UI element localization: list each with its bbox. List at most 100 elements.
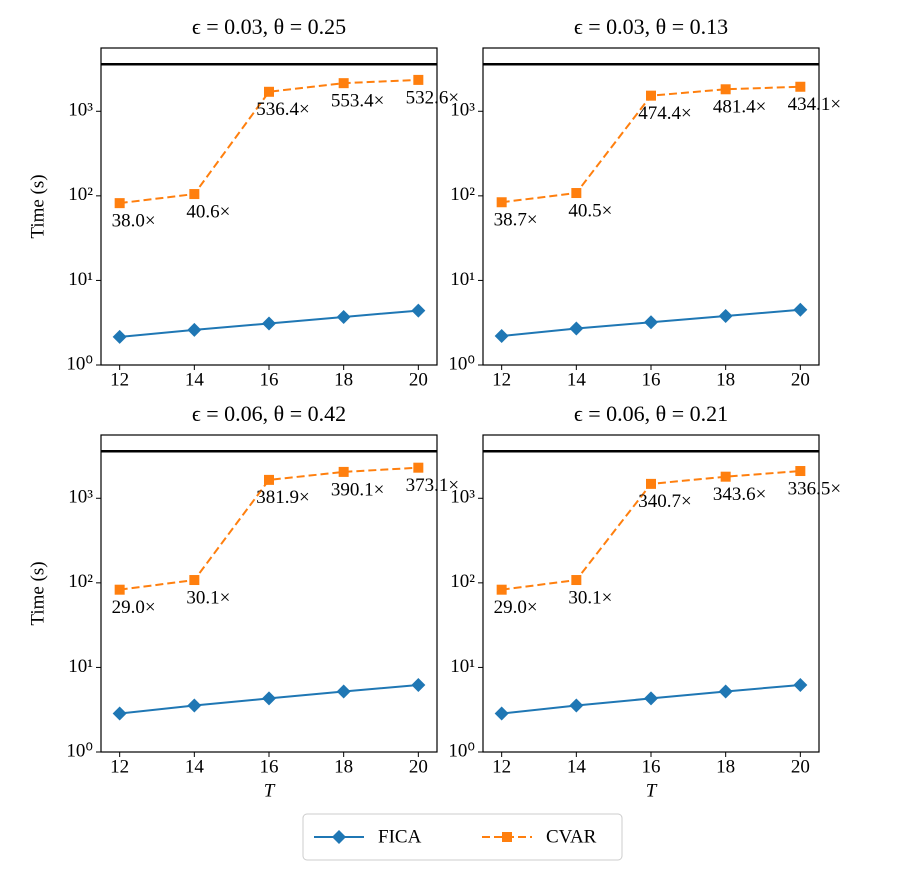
data-point [496,197,507,208]
y-tick-label: 10³ [450,100,475,121]
x-tick-label: 16 [642,756,661,777]
panel-title: ϵ = 0.06, θ = 0.42 [192,401,346,426]
data-point [411,303,426,318]
y-tick-label: 10³ [68,100,93,121]
x-axis-label: T [264,780,276,801]
ratio-annotation: 29.0× [112,597,156,618]
x-tick-label: 14 [567,369,587,390]
legend-label: CVAR [546,826,597,847]
data-point [494,706,509,721]
x-axis-label: T [646,780,658,801]
panel-title: ϵ = 0.03, θ = 0.13 [574,14,728,39]
ratio-annotation: 390.1× [331,479,384,500]
data-point [571,188,582,199]
series-line [119,466,419,591]
x-tick-label: 20 [409,369,428,390]
legend-marker [502,832,512,842]
axes-frame [100,434,438,753]
y-tick-label: 10⁰ [66,740,93,761]
legend-box [302,813,623,861]
data-point [720,471,731,482]
x-tick-label: 16 [642,369,661,390]
data-point [112,329,127,344]
x-tick-label: 18 [716,369,735,390]
data-point [494,329,509,344]
data-point [187,322,202,337]
data-point [413,74,424,85]
x-tick-label: 14 [567,756,587,777]
data-point [795,466,806,477]
panel-title: ϵ = 0.06, θ = 0.21 [574,401,728,426]
data-point [569,321,584,336]
ratio-annotation: 40.5× [568,200,612,221]
ratio-annotation: 336.5× [788,478,841,499]
x-tick-label: 16 [260,369,279,390]
data-point [264,86,274,97]
data-point [569,698,584,713]
data-point [644,691,658,706]
data-point [112,706,127,721]
y-tick-label: 10⁰ [448,353,475,374]
y-axis-label: Time (s) [27,561,48,625]
x-tick-label: 14 [185,369,205,390]
data-point [264,474,274,485]
axes-frame [482,434,820,753]
ratio-annotation: 29.0× [494,597,538,618]
data-point [571,575,582,586]
data-point [718,308,733,323]
data-point [720,84,731,95]
y-tick-label: 10² [450,184,475,205]
x-tick-label: 18 [716,756,735,777]
series-line [119,78,419,205]
x-tick-label: 20 [409,756,428,777]
x-tick-label: 20 [791,369,810,390]
ratio-annotation: 373.1× [406,475,459,496]
data-point [262,316,276,331]
ratio-annotation: 38.7× [494,210,538,231]
ratio-annotation: 481.4× [713,97,766,118]
data-point [718,684,733,699]
data-point [336,309,351,324]
y-tick-label: 10² [68,184,93,205]
data-point [644,315,658,330]
data-point [793,302,808,317]
data-point [187,698,202,713]
ratio-annotation: 340.7× [638,491,691,512]
ratio-annotation: 532.6× [406,87,459,108]
panel-title: ϵ = 0.03, θ = 0.25 [192,14,346,39]
legend-marker [332,830,346,844]
y-tick-label: 10³ [450,487,475,508]
x-tick-label: 14 [185,756,205,777]
ratio-annotation: 553.4× [331,91,384,112]
data-point [411,677,426,692]
x-tick-label: 12 [492,756,511,777]
data-point [262,691,276,706]
axes-frame [482,47,820,366]
ratio-annotation: 474.4× [638,103,691,124]
x-tick-label: 12 [110,756,129,777]
y-axis-label: Time (s) [27,174,48,238]
y-tick-label: 10⁰ [448,740,475,761]
y-tick-label: 10¹ [450,269,475,290]
x-tick-label: 20 [791,756,810,777]
data-point [795,81,806,92]
x-tick-label: 18 [334,369,353,390]
y-tick-label: 10³ [68,487,93,508]
ratio-annotation: 38.0× [112,211,156,232]
data-point [189,189,200,200]
ratio-annotation: 30.1× [186,587,230,608]
x-tick-label: 12 [110,369,129,390]
y-tick-label: 10⁰ [66,353,93,374]
x-tick-label: 16 [260,756,279,777]
ratio-annotation: 434.1× [788,94,841,115]
data-point [189,575,200,586]
ratio-annotation: 40.6× [186,201,230,222]
y-tick-label: 10² [68,571,93,592]
x-tick-label: 18 [334,756,353,777]
ratio-annotation: 536.4× [256,99,309,120]
data-point [793,677,808,692]
x-tick-label: 12 [492,369,511,390]
y-tick-label: 10¹ [450,656,475,677]
